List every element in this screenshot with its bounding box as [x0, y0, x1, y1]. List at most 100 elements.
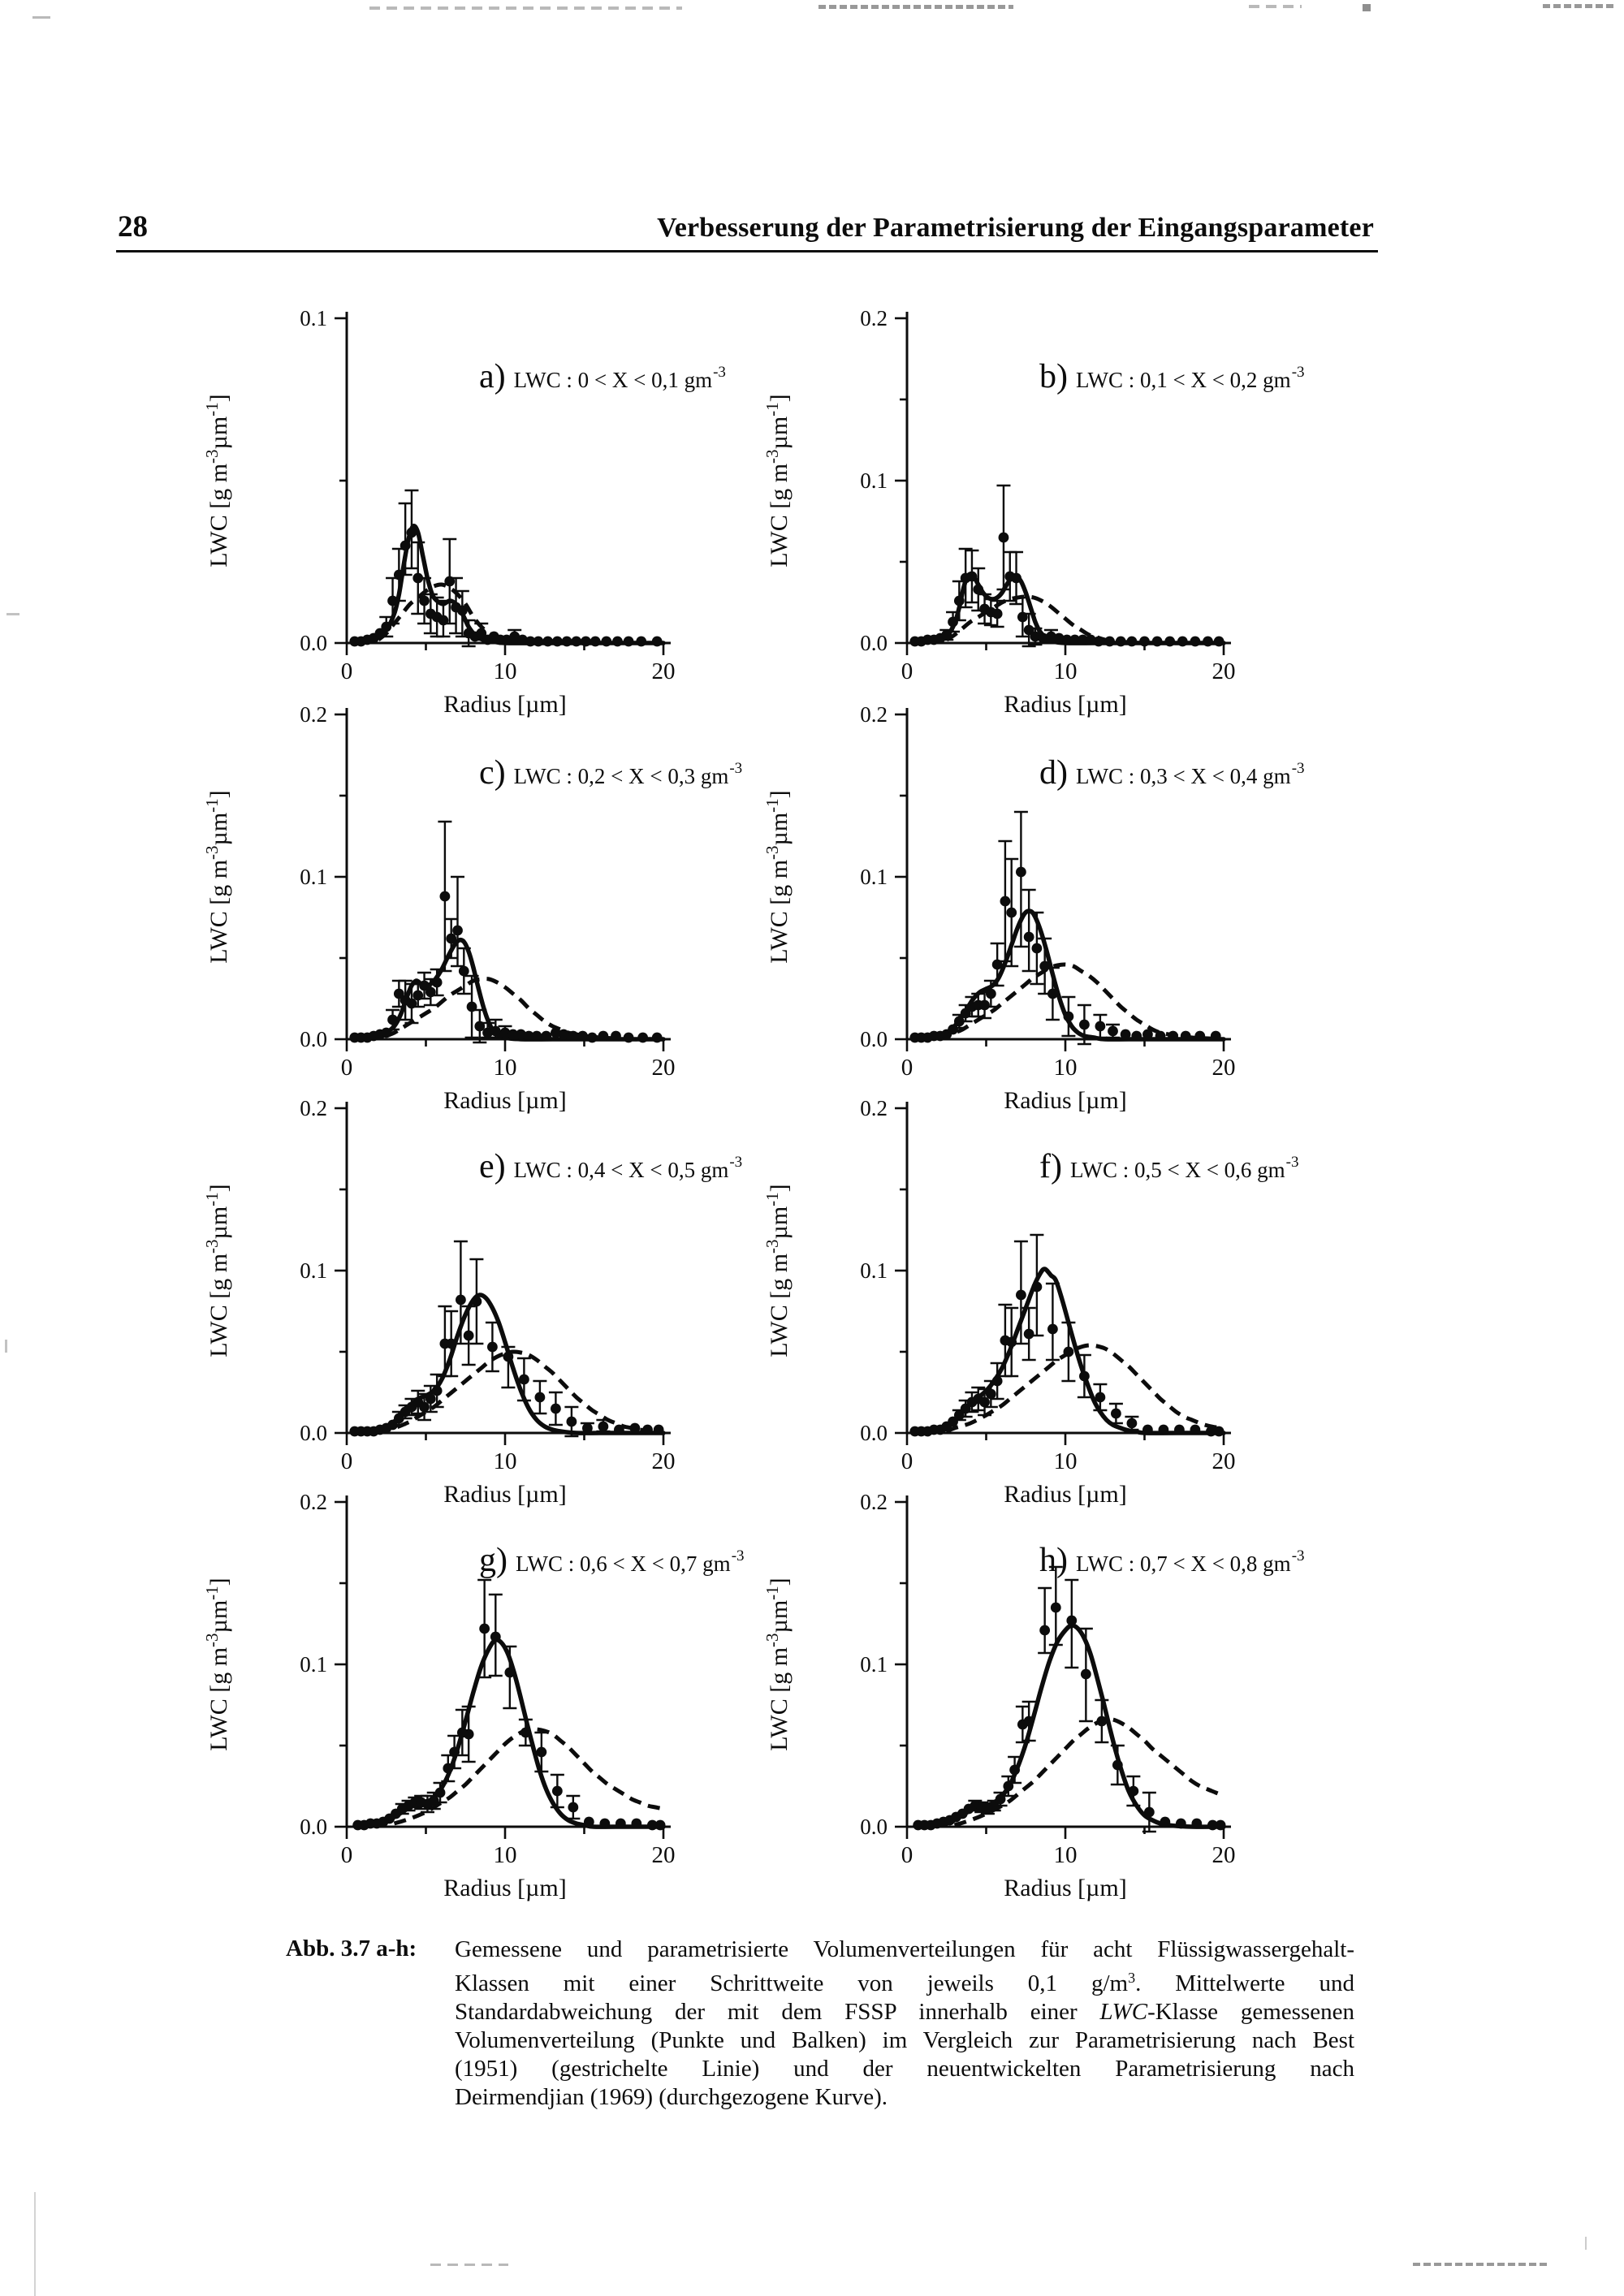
measured-points [349, 1294, 664, 1437]
scan-artifact [1363, 4, 1371, 11]
x-tick-label: 20 [1212, 1055, 1236, 1081]
y-axis-title: LWC [g m-3µm-1] [762, 394, 793, 567]
y-tick-label: 0.2 [300, 1096, 327, 1120]
chart-f: 0.0 0.1 0.2 0 10 20 Radius [µm] LWC [g m-3µm-1]… [762, 1096, 1299, 1508]
y-tick-label: 0.1 [300, 306, 327, 330]
y-tick-label: 0.1 [300, 1652, 327, 1677]
x-axis-title: Radius [µm] [1004, 691, 1126, 718]
x-tick-label: 10 [494, 658, 517, 684]
deirmendjian-parametrization-curve [920, 908, 1226, 1042]
x-tick-label: 0 [901, 658, 914, 684]
x-tick-label: 20 [1212, 1448, 1236, 1474]
scan-artifact [1585, 2237, 1587, 2250]
caption-line: (1951) (gestrichelte Linie) und der neue… [455, 2055, 1354, 2082]
caption-line: Gemessene und parametrisierte Volumenver… [455, 1936, 1354, 1962]
y-axis-title: LWC [g m-3µm-1] [762, 790, 793, 963]
caption-text: Gemessene und parametrisierte Volumenver… [455, 1936, 1354, 2112]
subplot-title: e) LWC : 0,4 < X < 0,5 gm-3 [479, 1148, 742, 1185]
header-rule [116, 250, 1378, 252]
y-tick-label: 0.2 [300, 702, 327, 727]
measured-points [349, 891, 663, 1043]
x-tick-label: 10 [1054, 1448, 1078, 1474]
chart-a: 0.0 0.1 0 10 20 Radius [µm] LWC [g m-3µm-1] a) L… [202, 306, 726, 718]
scan-artifact [1413, 2263, 1547, 2266]
error-bars [395, 1578, 581, 1820]
y-axis-title: LWC [g m-3µm-1] [202, 1577, 232, 1750]
scan-artifact [6, 613, 19, 615]
x-axis-title: Radius [µm] [443, 1875, 566, 1901]
scan-artifact [34, 2192, 36, 2296]
x-tick-label: 0 [901, 1842, 914, 1868]
x-tick-label: 20 [1212, 658, 1236, 684]
chart-e: 0.0 0.1 0.2 0 10 20 Radius [µm] LWC [g m-3µm-1]… [202, 1096, 742, 1508]
deirmendjian-parametrization-curve [913, 572, 1226, 645]
chart-c: 0.0 0.1 0.2 0 10 20 Radius [µm] LWC [g m-3µm-1]… [202, 702, 742, 1114]
y-tick-label: 0.2 [860, 306, 888, 330]
caption-label: Abb. 3.7 a-h: [286, 1936, 417, 1962]
chart-d: 0.0 0.1 0.2 0 10 20 Radius [µm] LWC [g m-3µm-1]… [762, 702, 1305, 1114]
scan-artifact [32, 16, 50, 19]
y-tick-label: 0.1 [300, 865, 327, 889]
best-parametrization-curve [378, 1349, 664, 1434]
x-tick-label: 20 [1212, 1842, 1236, 1868]
subplot-title: h) LWC : 0,7 < X < 0,8 gm-3 [1039, 1542, 1305, 1579]
x-tick-label: 0 [901, 1448, 914, 1474]
y-tick-label: 0.1 [860, 1258, 888, 1283]
y-tick-label: 0.0 [300, 1421, 327, 1445]
x-axis-title: Radius [µm] [443, 691, 566, 718]
x-tick-label: 0 [341, 1055, 353, 1081]
scan-artifact [818, 5, 1013, 9]
y-tick-label: 0.2 [860, 1096, 888, 1120]
x-axis-title: Radius [µm] [443, 1481, 566, 1508]
scan-artifact [5, 1340, 7, 1353]
measured-points [909, 532, 1224, 647]
y-axis-title: LWC [g m-3µm-1] [202, 1184, 232, 1357]
y-axis-title: LWC [g m-3µm-1] [762, 1184, 793, 1357]
chart-g: 0.0 0.1 0.2 0 10 20 Radius [µm] LWC [g m-3µm-1]… [202, 1490, 745, 1901]
x-tick-label: 20 [652, 1448, 676, 1474]
x-axis-title: Radius [µm] [1004, 1087, 1126, 1114]
page-number: 28 [118, 210, 148, 244]
error-bars [379, 489, 522, 648]
measured-points [909, 1281, 1224, 1437]
caption-line: Standardabweichung der mit dem FSSP inne… [455, 1998, 1354, 2025]
x-axis-title: Radius [µm] [443, 1087, 566, 1114]
scan-artifact [1249, 5, 1302, 8]
y-tick-label: 0.1 [300, 1258, 327, 1283]
y-axis-title: LWC [g m-3µm-1] [202, 790, 232, 963]
caption-line: Klassen mit einer Schrittweite von jewei… [455, 1970, 1354, 1996]
y-tick-label: 0.1 [860, 468, 888, 493]
subplot-title: b) LWC : 0,1 < X < 0,2 gm-3 [1039, 358, 1305, 395]
x-tick-label: 20 [652, 658, 676, 684]
chart-h: 0.0 0.1 0.2 0 10 20 Radius [µm] LWC [g m-3µm-1]… [762, 1490, 1305, 1901]
x-tick-label: 0 [341, 1842, 353, 1868]
x-tick-label: 10 [494, 1842, 517, 1868]
y-tick-label: 0.0 [860, 631, 888, 655]
measured-points [349, 527, 663, 647]
x-tick-label: 0 [901, 1055, 914, 1081]
caption-line: Deirmendjian (1969) (durchgezogene Kurve… [455, 2083, 888, 2110]
y-tick-label: 0.1 [860, 865, 888, 889]
y-tick-label: 0.2 [860, 1490, 888, 1514]
x-tick-label: 20 [652, 1842, 676, 1868]
y-tick-label: 0.2 [860, 702, 888, 727]
x-tick-label: 10 [494, 1055, 517, 1081]
best-parametrization-curve [393, 1727, 664, 1826]
x-tick-label: 20 [652, 1055, 676, 1081]
y-tick-label: 0.0 [860, 1027, 888, 1051]
deirmendjian-parametrization-curve [360, 1638, 666, 1829]
y-tick-label: 0.1 [860, 1652, 888, 1677]
subplot-title: d) LWC : 0,3 < X < 0,4 gm-3 [1039, 754, 1305, 792]
x-tick-label: 10 [1054, 1842, 1078, 1868]
y-axis-title: LWC [g m-3µm-1] [202, 394, 232, 567]
chart-b: 0.0 0.1 0.2 0 10 20 Radius [µm] LWC [g m-3µm-1]… [762, 306, 1305, 718]
x-tick-label: 10 [1054, 658, 1078, 684]
x-axis-title: Radius [µm] [1004, 1481, 1126, 1508]
subplot-title: f) LWC : 0,5 < X < 0,6 gm-3 [1039, 1148, 1299, 1185]
y-tick-label: 0.0 [860, 1421, 888, 1445]
x-tick-label: 0 [341, 658, 353, 684]
y-tick-label: 0.0 [300, 1027, 327, 1051]
page-header-title: Verbesserung der Parametrisierung der Ei… [657, 213, 1374, 243]
scan-artifact [369, 6, 682, 10]
